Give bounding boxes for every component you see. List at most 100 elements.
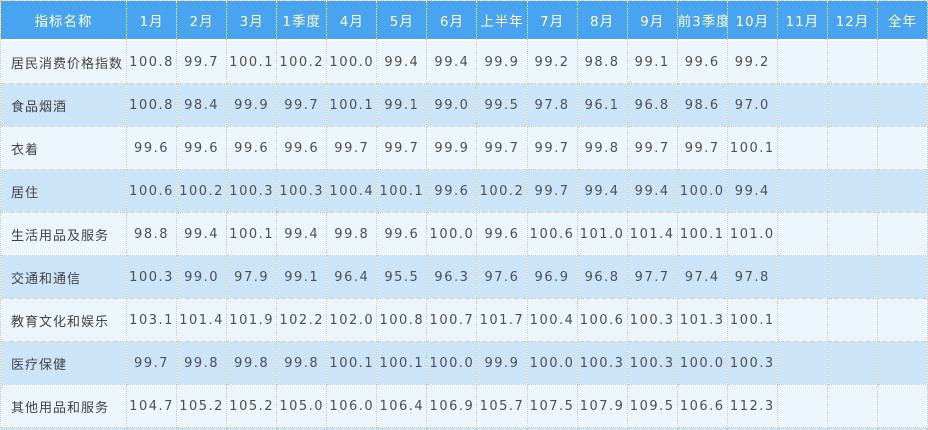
value-cell: 100.0 — [427, 213, 478, 256]
table-header-row: 指标名称 1月 2月 3月 1季度 4月 5月 6月 上半年 7月 8月 9月 前3季度 10月 11月 12… — [1, 1, 928, 41]
value-cell: 99.7 — [277, 84, 328, 127]
column-header-11: 9月 — [627, 1, 678, 41]
value-cell: 97.7 — [627, 256, 678, 299]
empty-cell — [227, 428, 278, 430]
value-cell: 99.6 — [227, 127, 278, 170]
value-cell — [827, 342, 878, 385]
value-cell: 99.4 — [427, 41, 478, 84]
value-cell: 102.0 — [327, 299, 378, 342]
value-cell: 96.8 — [627, 84, 678, 127]
value-cell: 101.0 — [727, 213, 778, 256]
value-cell: 100.3 — [277, 170, 328, 213]
indicator-name-cell: 生活用品及服务 — [1, 213, 127, 256]
value-cell — [827, 299, 878, 342]
value-cell: 104.7 — [127, 385, 178, 428]
empty-cell — [277, 428, 328, 430]
value-cell: 105.0 — [277, 385, 328, 428]
value-cell — [827, 41, 878, 84]
value-cell: 97.9 — [227, 256, 278, 299]
value-cell: 99.8 — [177, 342, 228, 385]
empty-cell — [527, 428, 578, 430]
value-cell: 99.1 — [377, 84, 428, 127]
value-cell: 106.9 — [427, 385, 478, 428]
value-cell — [877, 41, 928, 84]
value-cell — [827, 127, 878, 170]
value-cell: 101.4 — [627, 213, 678, 256]
value-cell: 105.2 — [177, 385, 228, 428]
empty-cell — [577, 428, 628, 430]
indicator-name-cell: 居住 — [1, 170, 127, 213]
value-cell — [827, 256, 878, 299]
value-cell: 100.6 — [577, 299, 628, 342]
column-header-8: 上半年 — [477, 1, 528, 41]
value-cell: 100.3 — [227, 170, 278, 213]
table-row: 生活用品及服务 98.8 99.4 100.1 99.4 99.8 99.6 100.0 99.… — [1, 213, 928, 256]
table-row: 衣着 99.6 99.6 99.6 99.6 99.7 99.7 99.9 99.7 99.7 99… — [1, 127, 928, 170]
empty-cell — [777, 428, 828, 430]
value-cell — [777, 299, 828, 342]
value-cell: 97.6 — [477, 256, 528, 299]
value-cell: 100.1 — [227, 41, 278, 84]
value-cell: 98.4 — [177, 84, 228, 127]
empty-cell — [827, 428, 878, 430]
column-header-10: 8月 — [577, 1, 628, 41]
value-cell: 99.7 — [127, 342, 178, 385]
table-row: 居民消费价格指数 100.8 99.7 100.1 100.2 100.0 99.4 99.4… — [1, 41, 928, 84]
value-cell: 99.9 — [427, 127, 478, 170]
table-row: 食品烟酒 100.8 98.4 99.9 99.7 100.1 99.1 99.0 99.5 97… — [1, 84, 928, 127]
value-cell: 100.3 — [127, 256, 178, 299]
value-cell — [877, 213, 928, 256]
value-cell — [777, 213, 828, 256]
value-cell — [777, 170, 828, 213]
empty-cell — [177, 428, 228, 430]
value-cell: 99.6 — [177, 127, 228, 170]
column-header-5: 4月 — [327, 1, 378, 41]
value-cell: 105.2 — [227, 385, 278, 428]
value-cell: 95.5 — [377, 256, 428, 299]
value-cell — [777, 385, 828, 428]
value-cell: 96.8 — [577, 256, 628, 299]
table-row: 医疗保健 99.7 99.8 99.8 99.8 100.1 100.1 100.0 99.9 1… — [1, 342, 928, 385]
empty-cell — [1, 428, 127, 430]
empty-cell — [677, 428, 728, 430]
value-cell: 99.7 — [627, 127, 678, 170]
value-cell: 96.4 — [327, 256, 378, 299]
value-cell: 101.0 — [577, 213, 628, 256]
value-cell: 100.0 — [677, 170, 728, 213]
value-cell: 100.2 — [177, 170, 228, 213]
value-cell: 99.4 — [277, 213, 328, 256]
value-cell: 99.4 — [627, 170, 678, 213]
value-cell — [877, 127, 928, 170]
value-cell — [777, 127, 828, 170]
value-cell — [877, 256, 928, 299]
value-cell: 99.1 — [277, 256, 328, 299]
value-cell: 99.6 — [677, 41, 728, 84]
value-cell: 100.1 — [327, 84, 378, 127]
value-cell: 99.4 — [377, 41, 428, 84]
value-cell: 96.9 — [527, 256, 578, 299]
value-cell: 96.1 — [577, 84, 628, 127]
table-row: 交通和通信 100.3 99.0 97.9 99.1 96.4 95.5 96.3 97.6 96… — [1, 256, 928, 299]
empty-cell — [377, 428, 428, 430]
column-header-6: 5月 — [377, 1, 428, 41]
empty-cell — [627, 428, 678, 430]
value-cell: 99.5 — [477, 84, 528, 127]
value-cell: 100.6 — [527, 213, 578, 256]
value-cell: 99.7 — [327, 127, 378, 170]
column-header-indicator-name: 指标名称 — [1, 1, 127, 41]
value-cell: 99.9 — [227, 84, 278, 127]
column-header-15: 12月 — [827, 1, 878, 41]
value-cell: 99.4 — [577, 170, 628, 213]
column-header-1: 1月 — [127, 1, 178, 41]
value-cell: 100.3 — [627, 342, 678, 385]
value-cell: 99.6 — [477, 213, 528, 256]
column-header-13: 10月 — [727, 1, 778, 41]
value-cell: 100.4 — [327, 170, 378, 213]
value-cell: 97.8 — [527, 84, 578, 127]
value-cell: 99.9 — [477, 41, 528, 84]
column-header-16: 全年 — [877, 1, 928, 41]
table-row: 教育文化和娱乐 103.1 101.4 101.9 102.2 102.0 100.8 100… — [1, 299, 928, 342]
value-cell: 99.0 — [177, 256, 228, 299]
empty-cell — [427, 428, 478, 430]
